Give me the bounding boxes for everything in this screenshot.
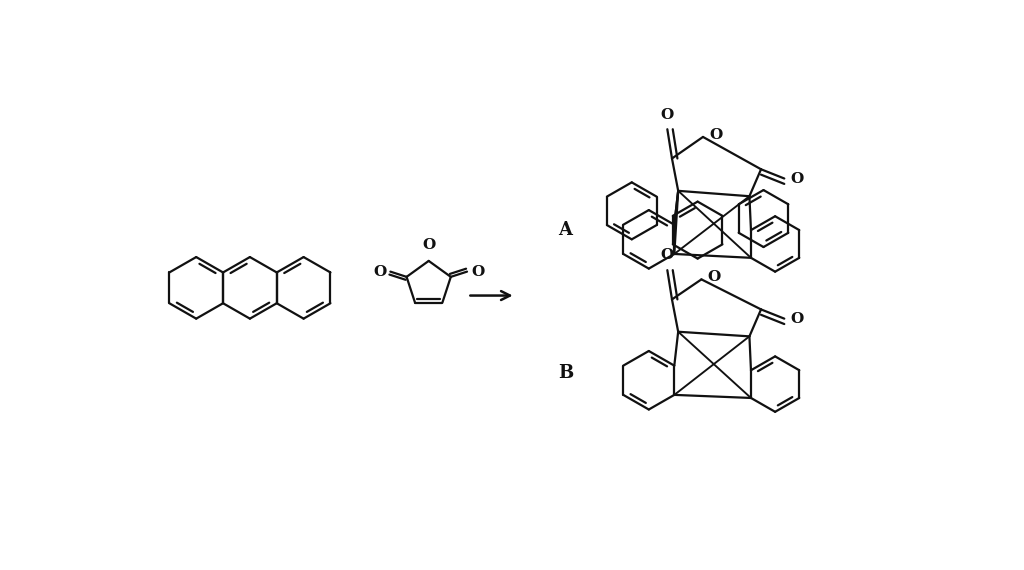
Text: O: O [708,270,721,284]
Text: O: O [660,108,674,121]
Text: B: B [558,364,573,381]
Text: O: O [471,264,484,279]
Text: O: O [791,172,804,185]
Text: A: A [558,221,572,239]
Text: O: O [373,264,386,279]
Text: O: O [710,128,722,141]
Text: O: O [422,238,435,253]
Text: O: O [660,249,674,262]
Text: O: O [791,312,804,325]
